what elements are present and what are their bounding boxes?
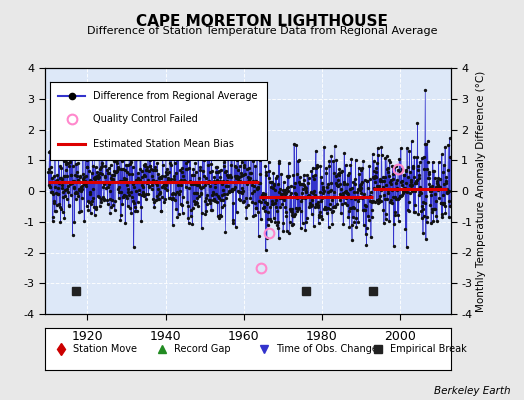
Text: 1980: 1980	[306, 330, 337, 343]
Text: Quality Control Failed: Quality Control Failed	[93, 114, 198, 124]
Text: 1940: 1940	[150, 330, 181, 343]
Text: Record Gap: Record Gap	[174, 344, 231, 354]
Text: 2000: 2000	[384, 330, 416, 343]
Text: Empirical Break: Empirical Break	[390, 344, 466, 354]
Text: Estimated Station Mean Bias: Estimated Station Mean Bias	[93, 139, 234, 150]
Text: Difference of Station Temperature Data from Regional Average: Difference of Station Temperature Data f…	[87, 26, 437, 36]
Text: Berkeley Earth: Berkeley Earth	[434, 386, 511, 396]
Text: Station Move: Station Move	[73, 344, 137, 354]
Text: CAPE MORETON LIGHTHOUSE: CAPE MORETON LIGHTHOUSE	[136, 14, 388, 29]
Text: 1960: 1960	[228, 330, 259, 343]
Text: Time of Obs. Change: Time of Obs. Change	[276, 344, 378, 354]
Text: Difference from Regional Average: Difference from Regional Average	[93, 91, 258, 101]
Y-axis label: Monthly Temperature Anomaly Difference (°C): Monthly Temperature Anomaly Difference (…	[476, 70, 486, 312]
Text: 1920: 1920	[72, 330, 103, 343]
